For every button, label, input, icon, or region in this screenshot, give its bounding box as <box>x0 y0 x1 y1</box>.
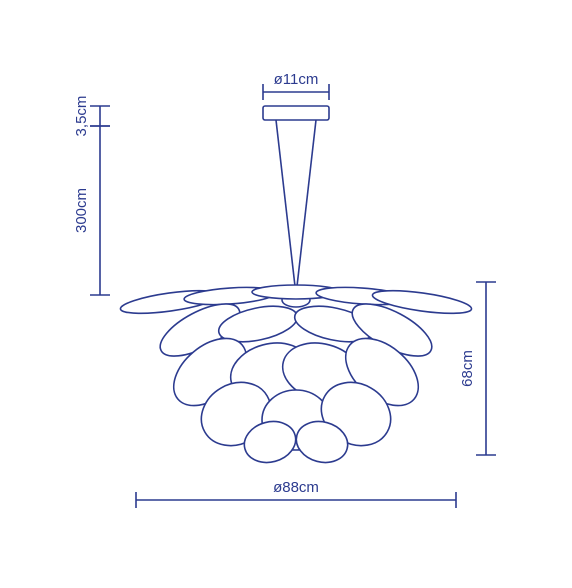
dimension-line <box>90 126 110 295</box>
lamp-shade <box>119 285 473 468</box>
canopy <box>263 106 329 120</box>
label-canopy-diameter: ø11cm <box>274 71 319 88</box>
label-shade-diameter: ø88cm <box>273 479 319 496</box>
label-canopy-height: 3,5cm <box>73 96 90 137</box>
pendant-lamp-diagram: ø11cm 3,5cm 300cm 68cm ø88cm <box>0 0 572 588</box>
cord-left <box>276 120 296 295</box>
cord-right <box>296 120 316 295</box>
label-shade-height: 68cm <box>459 350 476 387</box>
label-cord-length: 300cm <box>73 188 90 233</box>
dimension-line <box>476 282 496 455</box>
dimension-line <box>90 106 110 126</box>
